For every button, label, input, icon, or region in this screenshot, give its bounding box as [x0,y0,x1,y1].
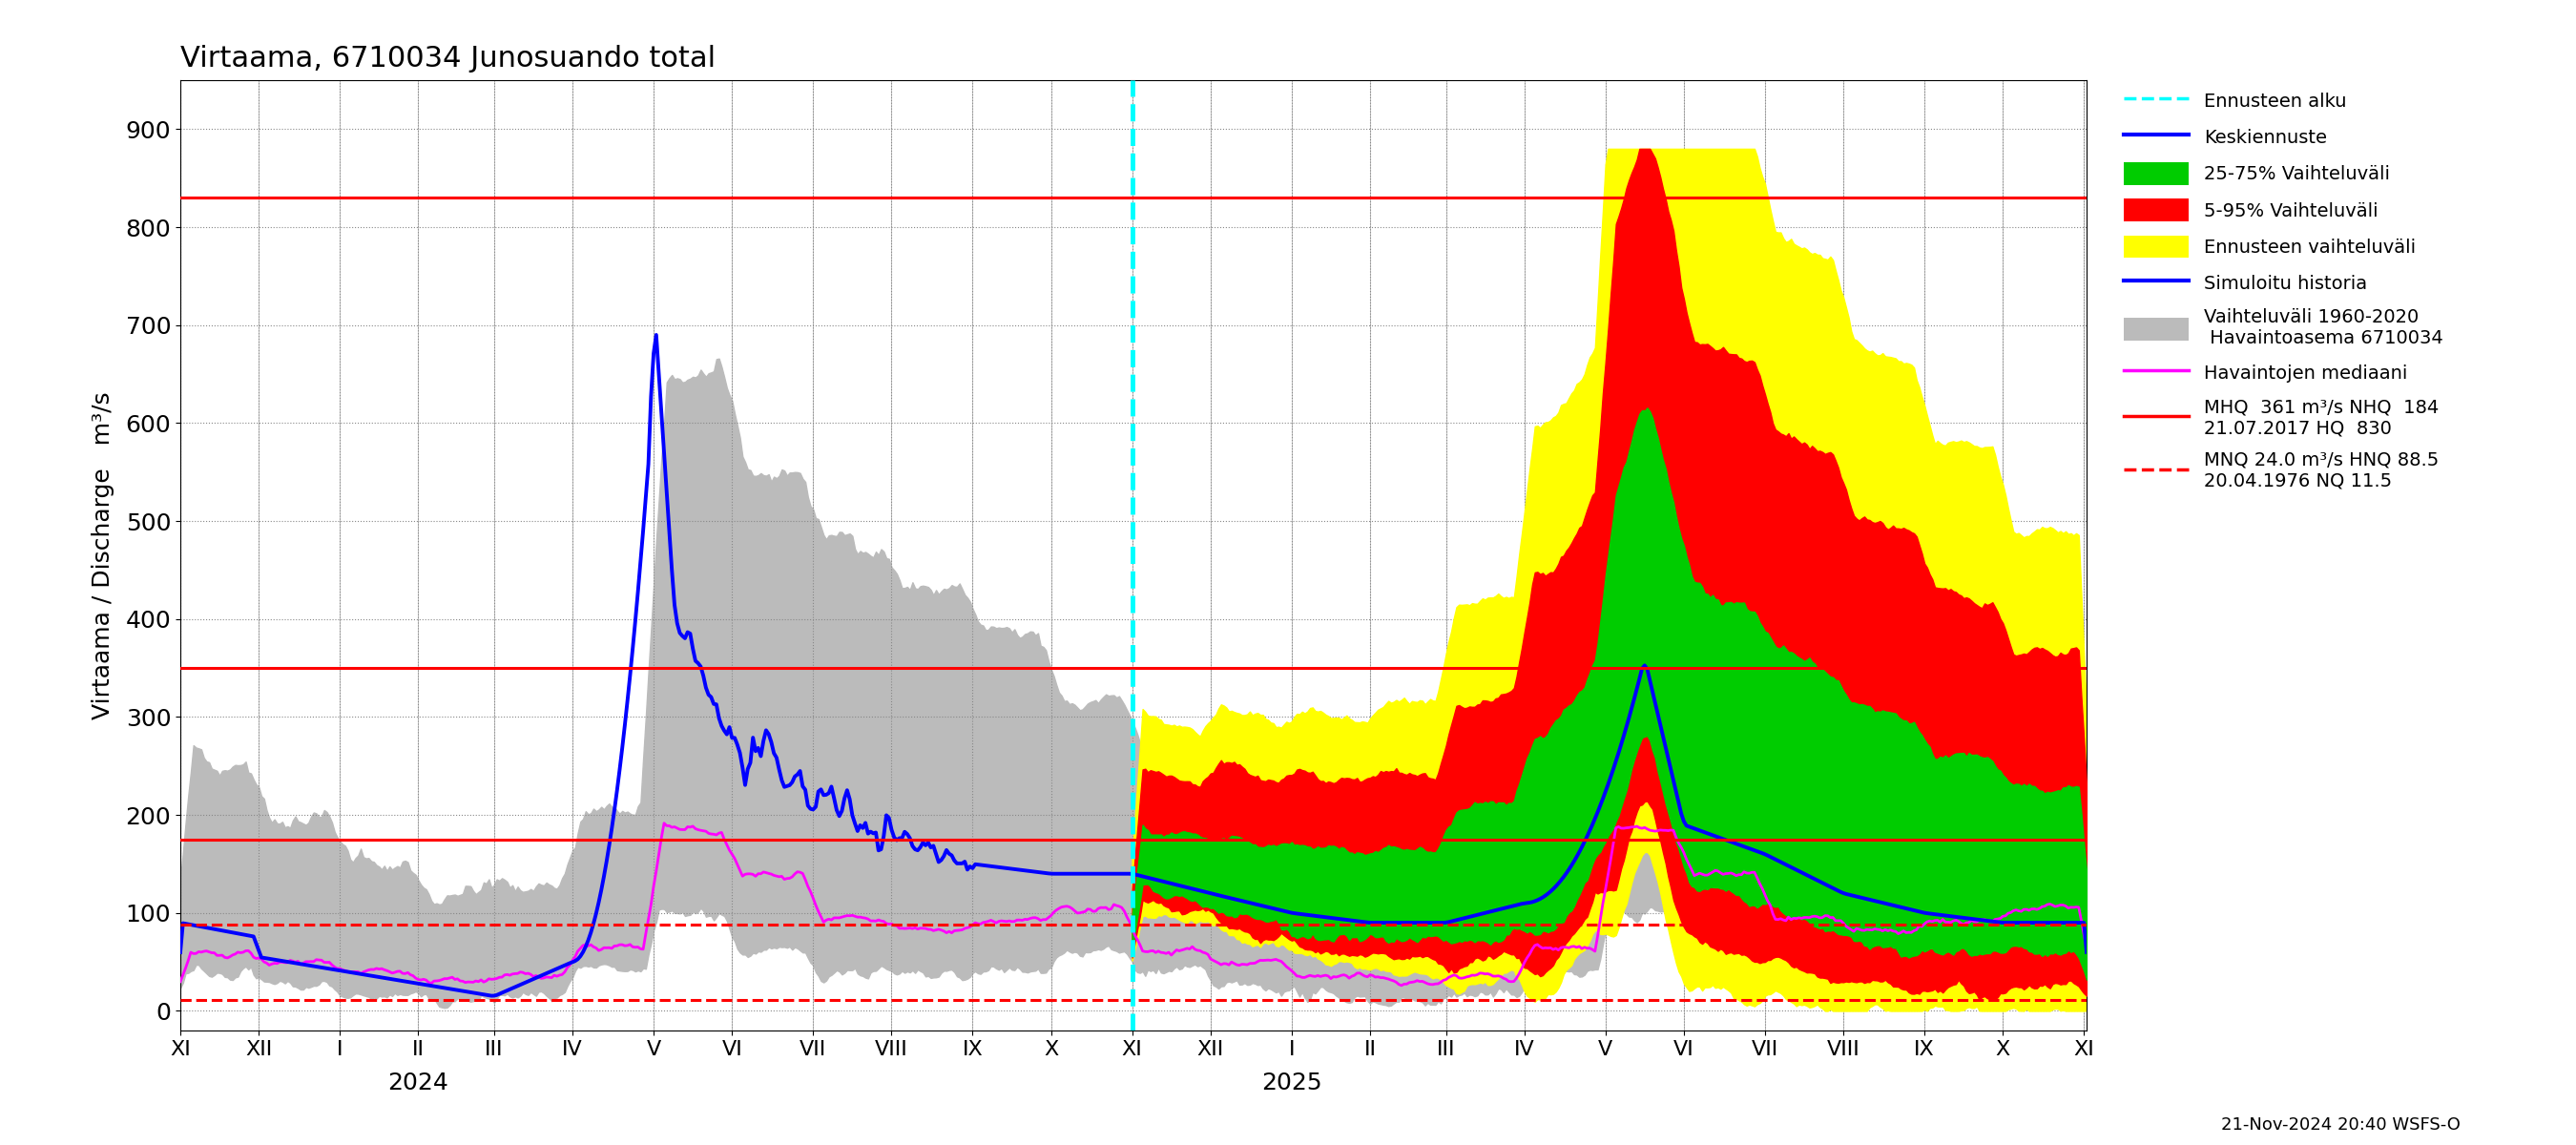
Y-axis label: Virtaama / Discharge   m³/s: Virtaama / Discharge m³/s [93,392,116,719]
Text: 2025: 2025 [1262,1072,1321,1095]
Text: Virtaama, 6710034 Junosuando total: Virtaama, 6710034 Junosuando total [180,45,716,72]
Legend: Ennusteen alku, Keskiennuste, 25-75% Vaihteluväli, 5-95% Vaihteluväli, Ennusteen: Ennusteen alku, Keskiennuste, 25-75% Vai… [2115,80,2452,499]
Text: 21-Nov-2024 20:40 WSFS-O: 21-Nov-2024 20:40 WSFS-O [2221,1116,2460,1134]
Text: 2024: 2024 [389,1072,448,1095]
